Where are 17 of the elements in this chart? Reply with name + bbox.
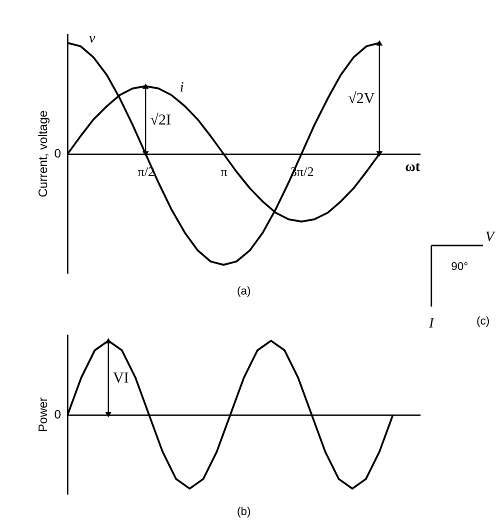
text: (b) bbox=[237, 506, 252, 518]
x-tick-label: π bbox=[220, 164, 228, 179]
text: (a) bbox=[237, 285, 252, 298]
annotation: √2V bbox=[348, 91, 375, 108]
text: I bbox=[428, 315, 436, 332]
annotation: √2I bbox=[150, 112, 172, 129]
y-axis-title: Current, voltage bbox=[36, 110, 50, 198]
x-axis-title: ωt bbox=[405, 158, 420, 175]
series-label: v bbox=[89, 30, 96, 46]
y-axis-title: Power bbox=[36, 397, 50, 432]
text: 0 bbox=[54, 146, 62, 161]
text: 90° bbox=[451, 260, 468, 273]
annotation: 0 bbox=[54, 407, 62, 422]
series-label: i bbox=[180, 79, 184, 96]
text: V bbox=[485, 228, 496, 245]
text: (c) bbox=[476, 315, 490, 328]
annotation: VI bbox=[113, 370, 129, 386]
